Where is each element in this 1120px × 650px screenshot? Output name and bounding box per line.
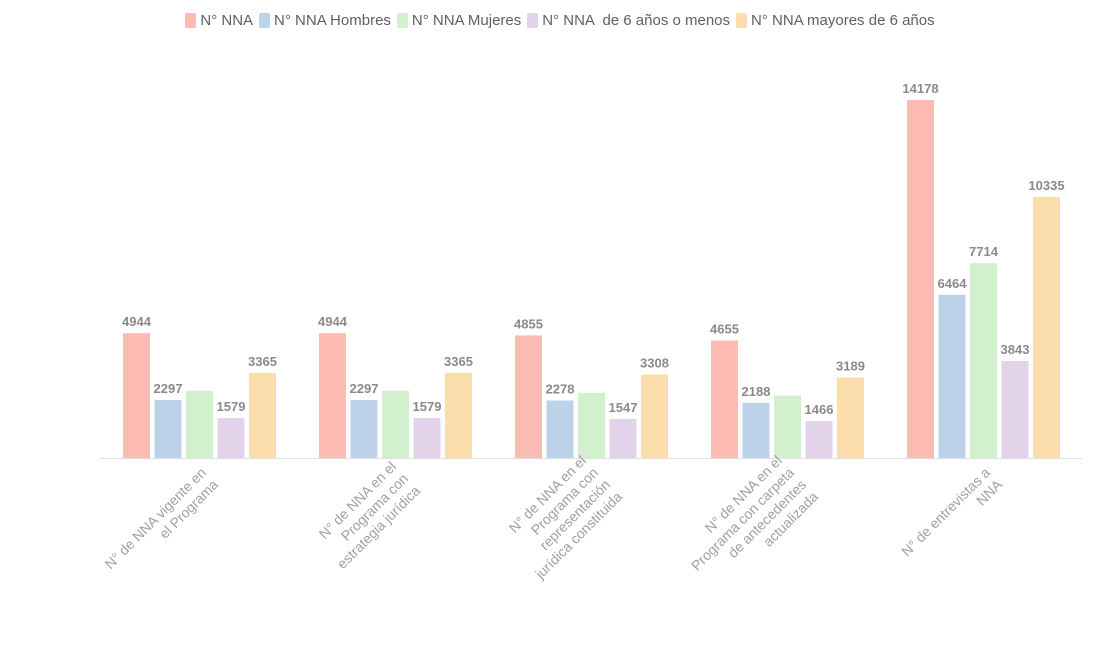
legend-label: N° NNA mayores de 6 años: [751, 12, 935, 29]
bar[interactable]: [413, 418, 441, 458]
legend-item[interactable]: N° NNA Hombres: [259, 12, 391, 29]
data-label: 1579: [413, 399, 442, 414]
data-label: 1579: [217, 399, 246, 414]
bar[interactable]: [515, 335, 542, 458]
data-label: 7714: [969, 244, 999, 259]
bar[interactable]: [609, 418, 637, 458]
data-label: 3308: [640, 356, 669, 371]
data-label: 3365: [248, 354, 277, 369]
bar[interactable]: [742, 402, 770, 458]
bar[interactable]: [641, 374, 668, 459]
bar[interactable]: [1001, 361, 1029, 458]
legend-label: N° NNA Mujeres: [411, 12, 522, 29]
legend-swatch: [396, 13, 408, 28]
data-label: 4655: [710, 322, 739, 337]
bar[interactable]: [123, 333, 150, 458]
bar[interactable]: [970, 263, 997, 458]
legend-item[interactable]: N° NNA Mujeres: [396, 12, 522, 29]
bar[interactable]: [774, 395, 801, 458]
category-label-line: N° de entrevistas a: [898, 464, 993, 559]
data-label: 3843: [1001, 342, 1030, 357]
legend-label: N° NNA Hombres: [274, 12, 391, 29]
data-label: 4944: [122, 314, 152, 329]
bar[interactable]: [837, 377, 864, 459]
legend-item[interactable]: N° NNA de 6 años o menos: [527, 12, 730, 29]
legend-swatch: [185, 13, 197, 28]
bar[interactable]: [382, 390, 409, 458]
bar[interactable]: [350, 400, 378, 458]
data-label: 2297: [350, 381, 379, 396]
data-label: 14178: [902, 81, 938, 96]
data-label: 2188: [742, 384, 771, 399]
data-label: 2278: [546, 382, 575, 397]
legend-label: N° NNA de 6 años o menos: [542, 12, 731, 29]
bar[interactable]: [186, 390, 213, 458]
bar[interactable]: [445, 373, 472, 458]
bar[interactable]: [319, 333, 346, 458]
bar[interactable]: [154, 400, 182, 458]
bar[interactable]: [249, 373, 276, 458]
bar[interactable]: [711, 340, 738, 459]
data-label: 2297: [154, 381, 183, 396]
data-label: 3365: [444, 354, 473, 369]
bar[interactable]: [578, 392, 605, 458]
legend-swatch: [527, 13, 539, 28]
data-label: 1547: [609, 400, 638, 415]
bar[interactable]: [546, 400, 574, 459]
category-label-line: N° de NNA vigente en: [101, 464, 209, 572]
data-label: 4944: [318, 314, 348, 329]
legend-swatch: [259, 13, 271, 28]
bar[interactable]: [907, 100, 934, 458]
bar[interactable]: [805, 421, 833, 458]
legend-swatch: [736, 13, 748, 28]
legend-label: N° NNA: [200, 12, 254, 29]
bar[interactable]: [938, 294, 966, 458]
data-label: 1466: [805, 402, 834, 417]
legend: N° NNA N° NNA Hombres N° NNA Mujeres N° NNA…: [0, 12, 1120, 29]
data-label: 10335: [1028, 178, 1064, 193]
data-label: 6464: [938, 276, 968, 291]
legend-item[interactable]: N° NNA: [185, 12, 253, 29]
data-label: 4855: [514, 316, 543, 331]
bar[interactable]: [1033, 197, 1060, 458]
legend-item[interactable]: N° NNA mayores de 6 años: [736, 12, 935, 29]
data-label: 3189: [836, 359, 865, 374]
bar[interactable]: [217, 418, 245, 458]
